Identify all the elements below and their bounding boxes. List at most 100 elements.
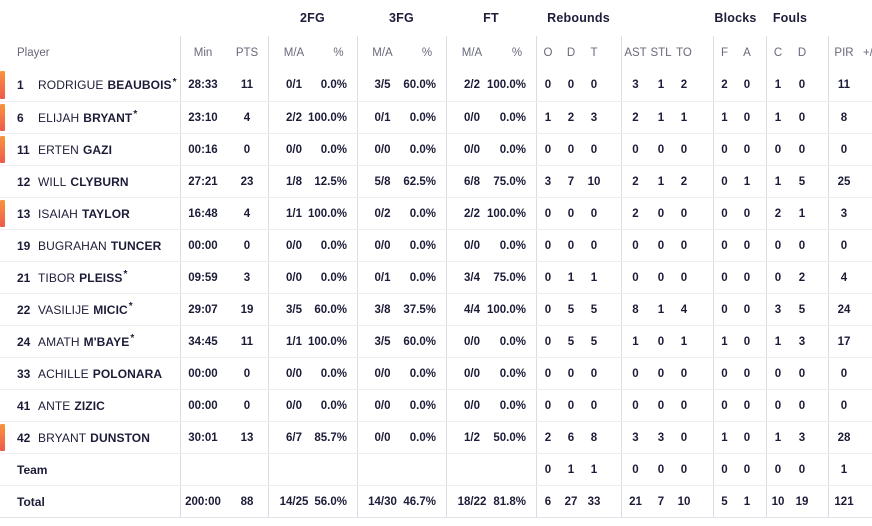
stat-3fg-ma: 0/0 bbox=[374, 239, 391, 252]
stat-fouls-d: 0 bbox=[798, 463, 806, 476]
stat-reb-t: 1 bbox=[590, 463, 598, 476]
player-cell: Total bbox=[0, 495, 180, 509]
player-cell: 12 WILL CLYBURN bbox=[0, 175, 180, 189]
stat-ft-pct: 0.0% bbox=[499, 239, 526, 252]
col-header-pts: PTS bbox=[235, 46, 259, 59]
stat-pts: 0 bbox=[243, 399, 251, 412]
stat-blocks-f: 0 bbox=[721, 303, 728, 316]
col-header-2fg-pct: % bbox=[333, 46, 344, 59]
player-first-name: ISAIAH bbox=[38, 206, 78, 221]
col-header-player: Player bbox=[17, 46, 50, 59]
jersey-number: 24 bbox=[17, 334, 31, 349]
stat-pir: 4 bbox=[840, 271, 848, 284]
stat-stl: 1 bbox=[657, 175, 665, 188]
col-header-blocks-a: A bbox=[743, 46, 751, 59]
stat-3fg-pct: 0.0% bbox=[409, 207, 436, 220]
stat-blocks-a: 0 bbox=[743, 367, 751, 380]
stat-pts: 0 bbox=[243, 143, 251, 156]
stat-min: 09:59 bbox=[188, 271, 218, 284]
jersey-number: 13 bbox=[17, 206, 31, 221]
stat-reb-d: 7 bbox=[567, 175, 575, 188]
col-header-ft-ma: M/A bbox=[461, 46, 483, 59]
group-header-ft: FT bbox=[483, 11, 499, 25]
stat-blocks-a: 1 bbox=[743, 495, 751, 508]
player-cell: 19 BUGRAHAN TUNCER bbox=[0, 239, 180, 253]
stat-fouls-d: 1 bbox=[798, 207, 806, 220]
col-header-3fg-pct: % bbox=[421, 46, 433, 59]
stat-blocks-a: 0 bbox=[743, 239, 751, 252]
stat-ft-pct: 0.0% bbox=[499, 335, 526, 348]
on-court-indicator bbox=[0, 200, 5, 227]
stat-ft-ma: 6/8 bbox=[464, 175, 480, 188]
stat-fouls-c: 0 bbox=[774, 463, 782, 476]
stat-stl: 0 bbox=[657, 271, 665, 284]
stat-ft-pct: 0.0% bbox=[499, 111, 526, 124]
player-cell: 33 ACHILLE POLONARA bbox=[0, 367, 180, 381]
stat-3fg-pct: 46.7% bbox=[403, 495, 436, 508]
player-last-name: ZIZIC bbox=[74, 398, 105, 413]
stat-blocks-f: 2 bbox=[721, 79, 728, 91]
stat-fouls-c: 3 bbox=[774, 303, 782, 316]
stat-ft-ma: 18/22 bbox=[457, 495, 487, 508]
stat-reb-o: 0 bbox=[544, 367, 552, 380]
stat-reb-t: 5 bbox=[590, 303, 598, 316]
stat-reb-o: 3 bbox=[544, 175, 552, 188]
stat-3fg-pct: 0.0% bbox=[409, 399, 436, 412]
stat-reb-o: 1 bbox=[544, 111, 552, 124]
stat-reb-t: 0 bbox=[590, 143, 598, 156]
jersey-number: 1 bbox=[17, 78, 24, 92]
total-row: Total 200:00 88 14/25 56.0% 14/30 46.7% … bbox=[0, 485, 872, 517]
stat-stl: 0 bbox=[657, 239, 665, 252]
stat-blocks-a: 0 bbox=[743, 335, 751, 348]
starter-asterisk: * bbox=[128, 301, 133, 312]
stat-reb-t: 0 bbox=[590, 207, 598, 220]
stat-2fg-pct: 56.0% bbox=[314, 495, 347, 508]
stat-ast: 0 bbox=[632, 399, 639, 412]
stat-pts: 13 bbox=[240, 431, 254, 444]
stat-blocks-f: 1 bbox=[721, 111, 728, 124]
stat-fouls-d: 0 bbox=[798, 79, 806, 91]
stat-ft-pct: 75.0% bbox=[493, 175, 526, 188]
player-cell: 21 TIBOR PLEISS * bbox=[0, 269, 180, 285]
stat-ft-pct: 100.0% bbox=[486, 207, 526, 220]
stat-pir: 0 bbox=[840, 367, 848, 380]
stat-blocks-a: 0 bbox=[743, 143, 751, 156]
player-cell: 41 ANTE ZIZIC bbox=[0, 399, 180, 413]
player-first-name: ERTEN bbox=[38, 142, 79, 157]
stat-ft-ma: 0/0 bbox=[464, 367, 480, 380]
stat-fouls-c: 1 bbox=[774, 79, 782, 91]
stat-reb-o: 0 bbox=[544, 271, 552, 284]
stat-3fg-pct: 0.0% bbox=[409, 239, 436, 252]
stat-min: 00:16 bbox=[188, 143, 218, 156]
player-last-name: GAZI bbox=[82, 142, 113, 157]
stat-ast: 0 bbox=[632, 271, 639, 284]
stat-3fg-ma: 3/8 bbox=[374, 303, 391, 316]
stat-to: 2 bbox=[680, 175, 688, 188]
stat-2fg-pct: 0.0% bbox=[320, 143, 347, 156]
stat-ft-pct: 0.0% bbox=[499, 143, 526, 156]
stat-3fg-pct: 60.0% bbox=[403, 335, 436, 348]
stat-ft-pct: 100.0% bbox=[486, 303, 526, 316]
stat-ast: 0 bbox=[632, 367, 639, 380]
stat-fouls-d: 0 bbox=[798, 239, 806, 252]
player-row: 24 AMATH M'BAYE * 34:45 11 1/1 100.0% 3/… bbox=[0, 325, 872, 357]
col-header-reb-t: T bbox=[590, 46, 598, 59]
stat-3fg-ma: 0/1 bbox=[374, 271, 391, 284]
col-header-ft-pct: % bbox=[511, 46, 523, 59]
stat-fouls-c: 0 bbox=[774, 271, 782, 284]
stat-reb-t: 0 bbox=[590, 79, 598, 91]
stat-reb-t: 0 bbox=[590, 367, 598, 380]
player-row: 12 WILL CLYBURN 27:21 23 1/8 12.5% 5/8 6… bbox=[0, 165, 872, 197]
player-first-name: RODRIGUE bbox=[38, 78, 104, 92]
stat-pts: 3 bbox=[243, 271, 251, 284]
player-first-name: ELIJAH bbox=[38, 110, 80, 125]
stat-2fg-ma: 2/2 bbox=[286, 111, 302, 124]
stat-ast: 0 bbox=[632, 143, 639, 156]
stat-fouls-c: 1 bbox=[774, 335, 782, 348]
stat-2fg-ma: 6/7 bbox=[286, 431, 302, 444]
stat-2fg-pct: 0.0% bbox=[320, 79, 347, 91]
stat-ast: 2 bbox=[632, 175, 639, 188]
stat-reb-t: 33 bbox=[587, 495, 601, 508]
stat-3fg-ma: 0/0 bbox=[374, 399, 391, 412]
player-cell: 6 ELIJAH BRYANT * bbox=[0, 104, 180, 131]
